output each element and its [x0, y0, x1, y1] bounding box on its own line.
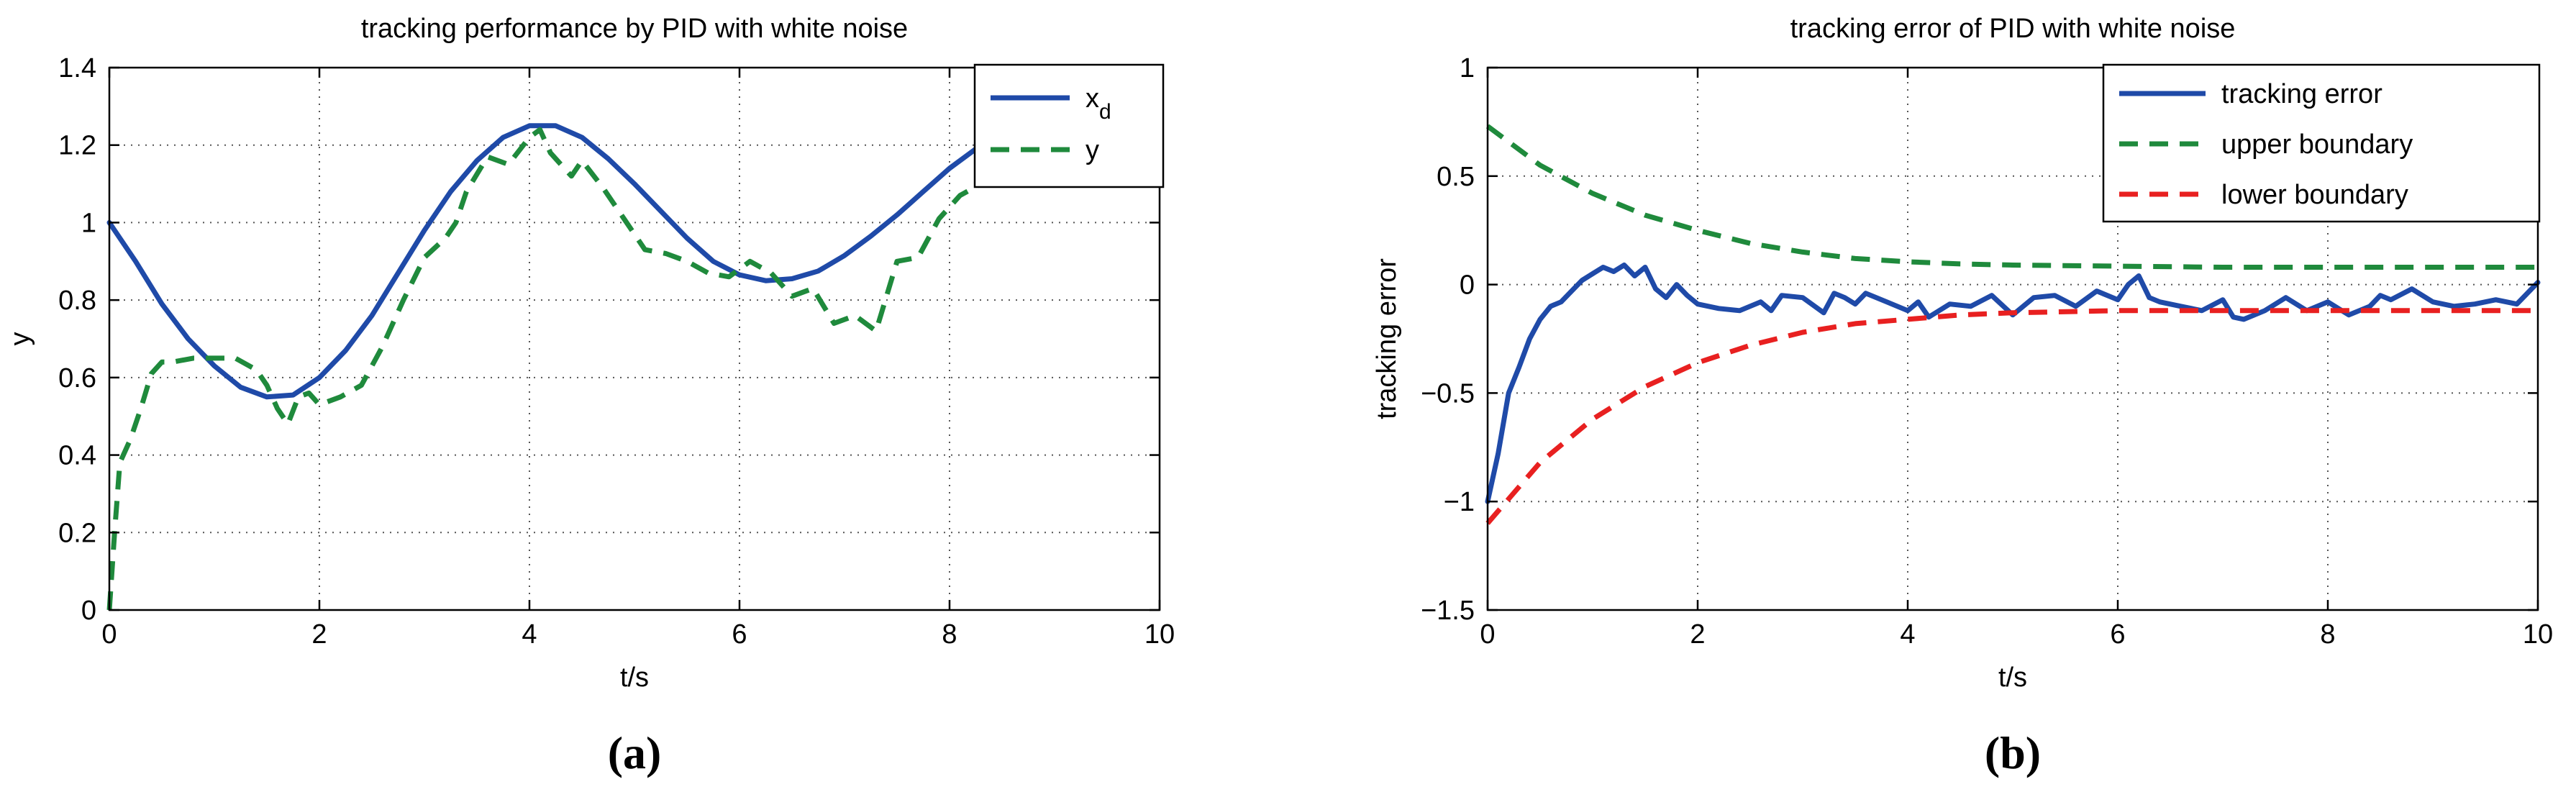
y-tick-label: −1.5 [1421, 596, 1475, 626]
y-tick-label: 1 [81, 208, 96, 238]
x-axis-label: t/s [1998, 663, 2027, 693]
y-tick-label: 0.2 [58, 518, 96, 548]
legend-box [973, 63, 1165, 188]
y-tick-label: 0.8 [58, 286, 96, 316]
x-axis-label: t/s [620, 663, 649, 693]
x-tick-label: 10 [2523, 619, 2553, 650]
y-tick-label: 0 [81, 596, 96, 626]
x-tick-label: 8 [2320, 619, 2335, 650]
series-line-upper-boundary [1485, 124, 2538, 270]
figure-caption: (a) [608, 727, 662, 778]
y-tick-label: 1.2 [58, 131, 96, 161]
legend-label-subscript: d [1099, 100, 1111, 124]
legend-box [2102, 63, 2541, 223]
y-tick-label: −0.5 [1421, 378, 1475, 409]
y-tick-label: 0 [1460, 270, 1475, 301]
y-tick-label: −1 [1444, 487, 1475, 517]
axes-box [1486, 66, 2539, 611]
x-tick-label: 6 [732, 619, 747, 650]
x-tick-label: 10 [1144, 619, 1175, 650]
x-tick-label: 4 [522, 619, 537, 650]
y-axis-label: tracking error [1372, 258, 1402, 419]
legend-label-tracking-error: tracking error [2221, 79, 2382, 109]
chart-title: tracking performance by PID with white n… [361, 14, 908, 44]
x-tick-label: 2 [311, 619, 327, 650]
chart-title: tracking error of PID with white noise [1790, 14, 2236, 44]
y-tick-label: 0.4 [58, 441, 96, 471]
y-tick-label: 0.6 [58, 363, 96, 393]
series-line-y [106, 127, 983, 611]
y-tick-label: 1 [1460, 53, 1475, 83]
x-tick-label: 0 [1480, 619, 1495, 650]
series-line-x [106, 123, 978, 400]
y-tick-label: 1.4 [58, 53, 96, 83]
x-tick-label: 4 [1900, 619, 1915, 650]
x-tick-label: 2 [1690, 619, 1705, 650]
legend: tracking error upper boundary lower bounda… [2102, 63, 2541, 223]
y-tick-label: 0.5 [1437, 162, 1475, 192]
chart-b: 0 2 4 6 8 10 −1.5 −1 −0.5 0 0.5 1 tracking error of … [1372, 14, 2553, 778]
x-tick-label: 8 [942, 619, 957, 650]
chart-a: 0 2 4 6 8 10 0 0.2 0.4 0.6 0.8 1 1.2 1.4 tracking perf… [5, 14, 1175, 778]
figure-caption: (b) [1985, 727, 2041, 778]
legend-label-lower-boundary: lower boundary [2221, 180, 2408, 210]
series-line-tracking-error [1485, 263, 2541, 504]
legend-label-upper-boundary: upper boundary [2221, 129, 2413, 160]
axes-box [108, 66, 1161, 611]
legend-label-y: y [1086, 135, 1099, 165]
x-tick-label: 0 [101, 619, 117, 650]
x-tick-label: 6 [2110, 619, 2125, 650]
series-line-lower-boundary [1485, 308, 2538, 525]
y-axis-label: y [5, 332, 35, 346]
legend: xdy [973, 63, 1165, 188]
